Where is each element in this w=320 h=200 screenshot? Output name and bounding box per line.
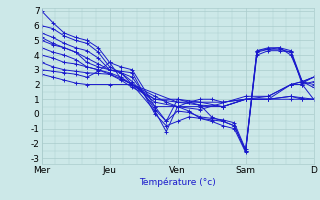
- X-axis label: Température (°c): Température (°c): [139, 178, 216, 187]
